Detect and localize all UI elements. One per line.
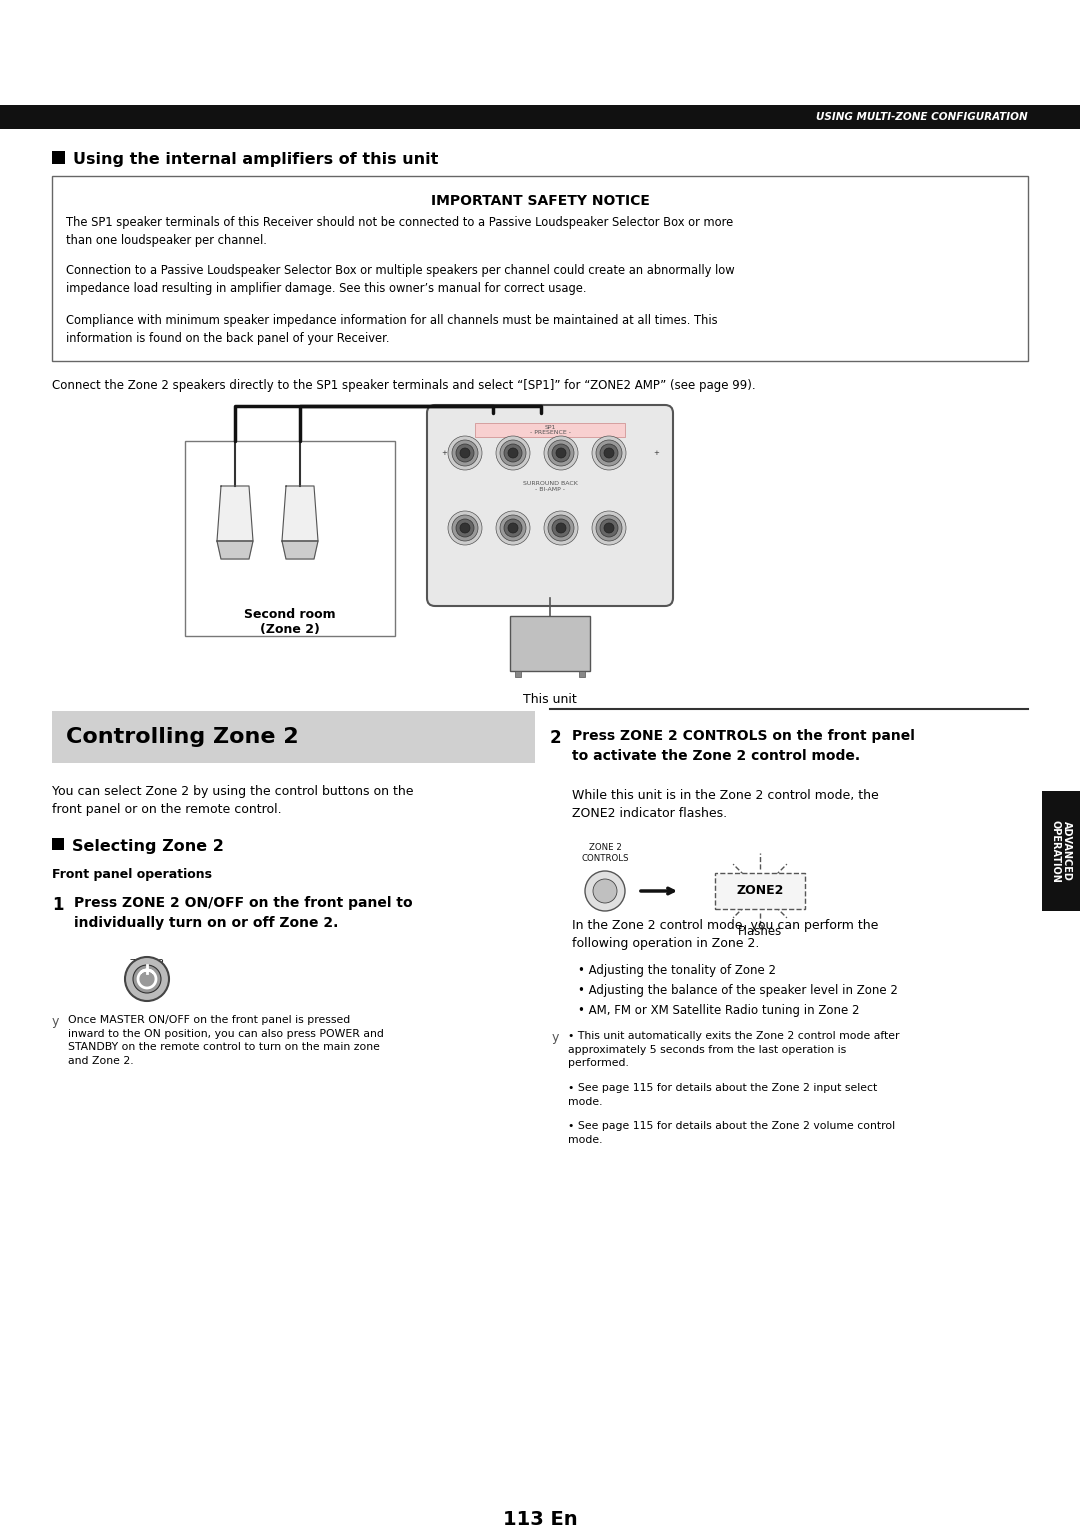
Text: • Adjusting the tonality of Zone 2: • Adjusting the tonality of Zone 2 <box>578 964 777 976</box>
Circle shape <box>500 440 526 466</box>
Circle shape <box>460 448 470 458</box>
Text: IMPORTANT SAFETY NOTICE: IMPORTANT SAFETY NOTICE <box>431 194 649 208</box>
Circle shape <box>508 523 518 533</box>
Circle shape <box>592 435 626 471</box>
Circle shape <box>508 448 518 458</box>
Polygon shape <box>217 541 253 559</box>
Text: The SP1 speaker terminals of this Receiver should not be connected to a Passive : The SP1 speaker terminals of this Receiv… <box>66 215 733 248</box>
Text: +: + <box>653 451 659 455</box>
Bar <box>715 872 805 909</box>
Bar <box>515 671 521 677</box>
Circle shape <box>593 879 617 903</box>
Bar <box>185 442 395 636</box>
Text: SURROUND BACK
- BI-AMP -: SURROUND BACK - BI-AMP - <box>523 481 578 492</box>
Polygon shape <box>282 486 318 541</box>
Text: Selecting Zone 2: Selecting Zone 2 <box>72 839 224 854</box>
Circle shape <box>453 515 478 541</box>
Text: • See page 115 for details about the Zone 2 volume control
mode.: • See page 115 for details about the Zon… <box>568 1122 895 1144</box>
Text: • Adjusting the balance of the speaker level in Zone 2: • Adjusting the balance of the speaker l… <box>578 984 897 996</box>
Circle shape <box>133 966 161 993</box>
Bar <box>579 671 585 677</box>
Circle shape <box>604 523 615 533</box>
Circle shape <box>496 435 530 471</box>
Circle shape <box>448 510 482 545</box>
FancyBboxPatch shape <box>427 405 673 607</box>
Circle shape <box>552 520 570 536</box>
Circle shape <box>604 448 615 458</box>
Text: • See page 115 for details about the Zone 2 input select
mode.: • See page 115 for details about the Zon… <box>568 1083 877 1106</box>
Circle shape <box>596 515 622 541</box>
Circle shape <box>544 435 578 471</box>
Text: Compliance with minimum speaker impedance information for all channels must be m: Compliance with minimum speaker impedanc… <box>66 313 717 345</box>
Circle shape <box>548 515 573 541</box>
Polygon shape <box>217 486 253 541</box>
Text: ZONE 2
ON/OFF: ZONE 2 ON/OFF <box>130 960 164 979</box>
Circle shape <box>453 440 478 466</box>
Text: In the Zone 2 control mode, you can perform the
following operation in Zone 2.: In the Zone 2 control mode, you can perf… <box>572 918 878 950</box>
Circle shape <box>496 510 530 545</box>
Bar <box>475 423 625 437</box>
Text: • This unit automatically exits the Zone 2 control mode after
approximately 5 se: • This unit automatically exits the Zone… <box>568 1031 900 1068</box>
Circle shape <box>585 871 625 911</box>
Bar <box>1042 792 1080 911</box>
Circle shape <box>504 520 522 536</box>
Text: y: y <box>52 1015 59 1028</box>
Bar <box>510 616 590 671</box>
Text: While this unit is in the Zone 2 control mode, the
ZONE2 indicator flashes.: While this unit is in the Zone 2 control… <box>572 788 879 821</box>
Text: This unit: This unit <box>523 694 577 706</box>
Bar <box>0 105 1080 128</box>
Bar <box>52 151 65 163</box>
Circle shape <box>500 515 526 541</box>
Circle shape <box>600 445 618 461</box>
Circle shape <box>548 440 573 466</box>
Circle shape <box>504 445 522 461</box>
Text: Second room
(Zone 2): Second room (Zone 2) <box>244 608 336 636</box>
Text: ZONE2: ZONE2 <box>737 885 784 897</box>
Polygon shape <box>282 541 318 559</box>
Text: Controlling Zone 2: Controlling Zone 2 <box>66 727 299 747</box>
Circle shape <box>125 957 168 1001</box>
Text: Once MASTER ON/OFF on the front panel is pressed
inward to the ON position, you : Once MASTER ON/OFF on the front panel is… <box>68 1015 383 1067</box>
Circle shape <box>596 440 622 466</box>
Circle shape <box>456 520 474 536</box>
Bar <box>52 176 1028 361</box>
Text: Using the internal amplifiers of this unit: Using the internal amplifiers of this un… <box>73 151 438 167</box>
Text: 2: 2 <box>550 729 562 747</box>
Text: Connection to a Passive Loudspeaker Selector Box or multiple speakers per channe: Connection to a Passive Loudspeaker Sele… <box>66 264 734 295</box>
Circle shape <box>544 510 578 545</box>
Text: ADVANCED
OPERATION: ADVANCED OPERATION <box>1050 819 1071 883</box>
Circle shape <box>460 523 470 533</box>
Bar <box>52 837 64 850</box>
Circle shape <box>600 520 618 536</box>
Text: 1: 1 <box>52 895 64 914</box>
Text: Connect the Zone 2 speakers directly to the SP1 speaker terminals and select “[S: Connect the Zone 2 speakers directly to … <box>52 379 756 393</box>
Text: Press ZONE 2 ON/OFF on the front panel to
individually turn on or off Zone 2.: Press ZONE 2 ON/OFF on the front panel t… <box>75 895 413 929</box>
Text: +: + <box>441 451 447 455</box>
Circle shape <box>556 448 566 458</box>
Circle shape <box>556 523 566 533</box>
Text: You can select Zone 2 by using the control buttons on the
front panel or on the : You can select Zone 2 by using the contr… <box>52 785 414 816</box>
Circle shape <box>456 445 474 461</box>
Circle shape <box>552 445 570 461</box>
Circle shape <box>592 510 626 545</box>
Text: 113 En: 113 En <box>502 1510 578 1528</box>
Text: Flashes: Flashes <box>738 924 782 938</box>
Text: y: y <box>552 1031 559 1044</box>
Text: SP1
- PRESENCE -: SP1 - PRESENCE - <box>529 425 570 435</box>
Circle shape <box>448 435 482 471</box>
Text: ZONE 2
CONTROLS: ZONE 2 CONTROLS <box>581 843 629 863</box>
Text: Front panel operations: Front panel operations <box>52 868 212 882</box>
Bar <box>52 711 535 762</box>
Text: Press ZONE 2 CONTROLS on the front panel
to activate the Zone 2 control mode.: Press ZONE 2 CONTROLS on the front panel… <box>572 729 915 762</box>
Text: USING MULTI-ZONE CONFIGURATION: USING MULTI-ZONE CONFIGURATION <box>816 112 1028 122</box>
Text: • AM, FM or XM Satellite Radio tuning in Zone 2: • AM, FM or XM Satellite Radio tuning in… <box>578 1004 860 1018</box>
